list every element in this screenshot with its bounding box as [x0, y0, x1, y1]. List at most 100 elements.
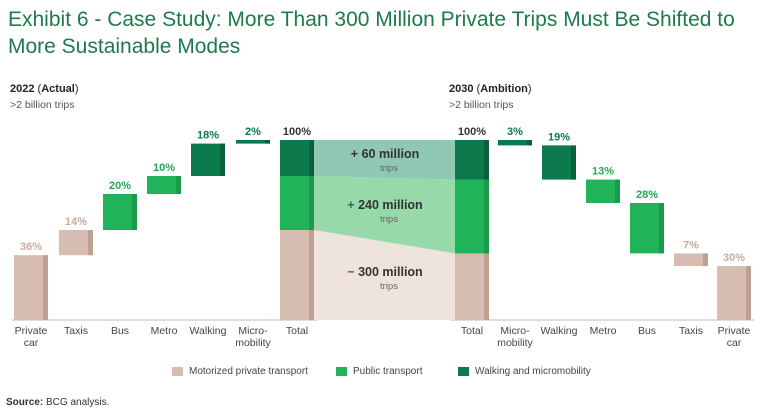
- shift-motorized-amount: 300 million: [358, 265, 423, 279]
- p0-total-bar-public-edge: [309, 176, 314, 230]
- p0-micromobility-category-label-line2: mobility: [235, 337, 271, 349]
- shift-band-walking: [314, 140, 455, 180]
- p1-taxis-bar-edge: [703, 253, 708, 266]
- shift-walking-unit: trips: [380, 163, 398, 174]
- shift-public-unit: trips: [380, 214, 398, 225]
- p1-total-value-label: 100%: [458, 126, 486, 138]
- left-panel-qualifier: Actual: [41, 83, 75, 95]
- p0-private-car-category-label-line2: car: [24, 337, 39, 349]
- p0-bus-category-label: Bus: [111, 325, 129, 337]
- shift-walking-sign: +: [351, 147, 362, 161]
- p0-walking-bar: [191, 143, 225, 176]
- shift-walking-label: + 60 million: [351, 147, 419, 161]
- p0-total-bar-walking-edge: [309, 140, 314, 176]
- legend-item-motorized: Motorized private transport: [172, 366, 308, 377]
- p1-metro-category-label: Metro: [590, 325, 617, 337]
- p0-metro-value-label: 10%: [153, 162, 175, 174]
- p0-walking-value-label: 18%: [197, 130, 219, 142]
- right-panel-year: 2030: [449, 83, 474, 95]
- right-panel-qualifier: Ambition: [480, 83, 528, 95]
- p1-private-car-category-label-line2: car: [727, 337, 742, 349]
- shift-public-amount: 240 million: [358, 198, 423, 212]
- p1-micromobility-category-label: Micro-: [500, 325, 530, 337]
- waterfall-chart: 36%Privatecar14%Taxis20%Bus10%Metro18%Wa…: [12, 126, 754, 349]
- p1-total-category-label: Total: [461, 325, 483, 337]
- p1-micromobility-category-label-line2: mobility: [497, 337, 533, 349]
- p0-taxis-bar: [59, 230, 93, 256]
- p0-total-bar-walking: [280, 140, 314, 176]
- p0-micromobility-bar: [236, 140, 270, 144]
- p1-micromobility-bar: [498, 140, 532, 146]
- p1-walking-bar: [542, 145, 576, 180]
- left-panel-year: 2022: [10, 83, 35, 95]
- legend-swatch-motorized: [172, 367, 183, 376]
- p0-taxis-category-label: Taxis: [64, 325, 88, 337]
- legend-swatch-public: [336, 367, 347, 376]
- p1-walking-value-label: 19%: [548, 131, 570, 143]
- source-text: BCG analysis.: [46, 397, 110, 408]
- p0-walking-category-label: Walking: [190, 325, 227, 337]
- legend-item-public: Public transport: [336, 366, 422, 377]
- p1-walking-bar-edge: [571, 145, 576, 180]
- p1-total-bar-motorized: [455, 253, 489, 320]
- p1-metro-value-label: 13%: [592, 166, 614, 178]
- left-panel-subtitle: >2 billion trips: [10, 99, 75, 111]
- p0-private-car-bar-edge: [43, 255, 48, 320]
- source-note: Source: BCG analysis.: [6, 397, 109, 408]
- p0-bus-bar-edge: [132, 194, 137, 230]
- right-panel-header: 2030 (Ambition): [449, 83, 532, 95]
- p1-micromobility-bar-edge: [527, 140, 532, 146]
- p0-private-car-bar: [14, 255, 48, 320]
- shift-motorized-label: − 300 million: [347, 265, 422, 279]
- p1-total-bar-motorized-edge: [484, 253, 489, 320]
- p1-private-car-value-label: 30%: [723, 252, 745, 264]
- p0-metro-category-label: Metro: [151, 325, 178, 337]
- p1-total-bar-public-edge: [484, 179, 489, 254]
- p1-taxis-value-label: 7%: [683, 239, 699, 251]
- p0-private-car-category-label: Private: [15, 325, 48, 337]
- p0-bus-value-label: 20%: [109, 180, 131, 192]
- p1-walking-category-label: Walking: [541, 325, 578, 337]
- p1-taxis-category-label: Taxis: [679, 325, 703, 337]
- p1-bus-bar-edge: [659, 203, 664, 254]
- shift-walking-amount: 60 million: [362, 147, 420, 161]
- p0-total-bar-public: [280, 176, 314, 230]
- legend-item-walking: Walking and micromobility: [458, 366, 591, 377]
- shift-band-motorized: [314, 230, 455, 320]
- source-label: Source:: [6, 397, 44, 408]
- shift-public-sign: +: [347, 198, 358, 212]
- p1-bus-value-label: 28%: [636, 189, 658, 201]
- p1-taxis-bar: [674, 253, 708, 266]
- p0-total-value-label: 100%: [283, 126, 311, 138]
- p1-bus-bar: [630, 203, 664, 254]
- p1-private-car-bar-edge: [746, 266, 751, 320]
- p1-private-car-category-label: Private: [718, 325, 751, 337]
- shift-public-label: + 240 million: [347, 198, 422, 212]
- chart-title: Exhibit 6 - Case Study: More Than 300 Mi…: [8, 8, 735, 58]
- p0-metro-bar-edge: [176, 176, 181, 194]
- p1-total-bar-walking-edge: [484, 140, 489, 180]
- shift-motorized-sign: −: [347, 265, 358, 279]
- p1-bus-category-label: Bus: [638, 325, 656, 337]
- p0-private-car-value-label: 36%: [20, 241, 42, 253]
- p0-micromobility-value-label: 2%: [245, 126, 261, 138]
- shift-motorized-unit: trips: [380, 281, 398, 292]
- p0-micromobility-category-label: Micro-: [238, 325, 268, 337]
- legend-label-motorized: Motorized private transport: [189, 366, 308, 377]
- p1-private-car-bar: [717, 266, 751, 320]
- p1-total-bar-walking: [455, 140, 489, 180]
- p0-total-category-label: Total: [286, 325, 308, 337]
- p0-total-bar-motorized: [280, 230, 314, 320]
- p0-metro-bar: [147, 176, 181, 194]
- p1-metro-bar-edge: [615, 179, 620, 203]
- p1-metro-bar: [586, 179, 620, 203]
- p0-micromobility-bar-edge: [265, 140, 270, 144]
- p0-walking-bar-edge: [220, 143, 225, 176]
- legend-swatch-walking: [458, 367, 469, 376]
- legend-label-walking: Walking and micromobility: [475, 366, 591, 377]
- p1-micromobility-value-label: 3%: [507, 126, 523, 138]
- p0-taxis-bar-edge: [88, 230, 93, 256]
- legend-label-public: Public transport: [353, 366, 423, 377]
- p1-total-bar-public: [455, 179, 489, 254]
- left-panel-header: 2022 (Actual): [10, 83, 79, 95]
